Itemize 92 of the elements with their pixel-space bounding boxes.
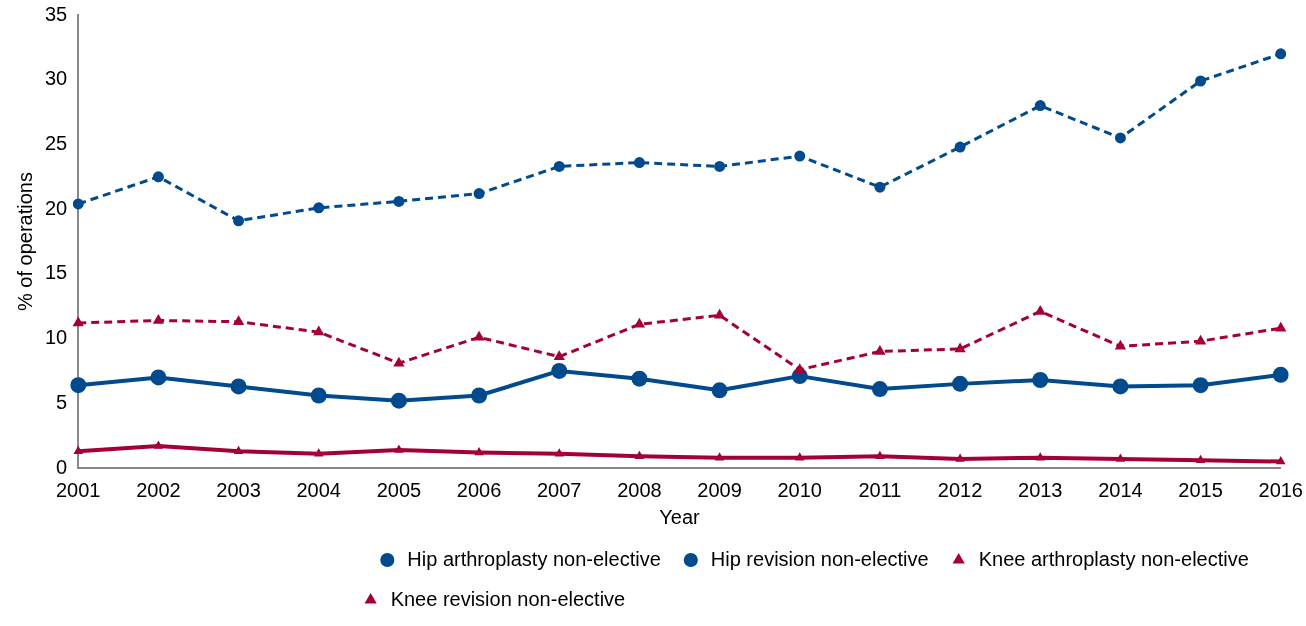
x-tick-label: 2015 — [1178, 478, 1223, 501]
x-tick-label: 2007 — [537, 478, 582, 501]
point — [233, 445, 244, 454]
y-tick-label: 25 — [45, 131, 68, 154]
point — [794, 363, 806, 373]
y-axis-title: % of operations — [13, 172, 36, 311]
point — [310, 387, 327, 404]
x-tick-label: 2011 — [858, 478, 902, 501]
point — [393, 195, 405, 207]
point — [150, 369, 167, 386]
x-tick-label: 2016 — [1258, 478, 1303, 501]
point — [1272, 366, 1289, 383]
y-tick-label: 0 — [56, 455, 68, 478]
point — [553, 350, 565, 360]
point — [233, 215, 245, 227]
point — [1032, 371, 1049, 388]
point — [711, 382, 728, 399]
point — [553, 160, 565, 172]
y-tick-label: 15 — [45, 261, 68, 284]
x-tick-label: 2010 — [777, 478, 822, 501]
x-tick-label: 2009 — [697, 478, 742, 501]
point — [631, 370, 648, 387]
point — [551, 362, 568, 379]
point — [1275, 48, 1287, 60]
legend-label: Hip revision non-elective — [710, 547, 929, 570]
point — [954, 342, 966, 353]
point — [153, 440, 164, 449]
point — [794, 150, 806, 162]
point — [1115, 453, 1126, 462]
y-tick-label: 5 — [56, 390, 68, 413]
point — [1114, 339, 1127, 350]
point — [875, 450, 885, 460]
point — [874, 181, 886, 193]
point — [232, 315, 245, 325]
point — [1275, 456, 1286, 465]
point — [394, 444, 404, 453]
point — [313, 202, 325, 214]
x-tick-label: 2008 — [617, 478, 662, 501]
point — [1114, 132, 1126, 144]
point — [1112, 378, 1129, 395]
point — [313, 448, 324, 457]
x-tick-label: 2001 — [56, 478, 101, 501]
point — [1195, 454, 1206, 463]
point — [1195, 75, 1207, 87]
point — [313, 325, 325, 336]
point — [633, 317, 646, 328]
point — [633, 157, 645, 169]
point — [1192, 377, 1209, 394]
point — [634, 450, 645, 460]
x-tick-label: 2012 — [937, 478, 983, 501]
x-tick-label: 2014 — [1098, 478, 1143, 501]
x-tick-label: 2003 — [216, 478, 261, 501]
point — [714, 452, 725, 461]
x-tick-label: 2004 — [296, 478, 341, 501]
x-tick-label: 2006 — [456, 478, 502, 501]
point — [474, 446, 484, 456]
point — [70, 377, 87, 394]
x-tick-label: 2005 — [376, 478, 422, 501]
x-tick-label: 2002 — [136, 478, 181, 501]
y-tick-label: 20 — [45, 196, 68, 219]
legend-label: Knee revision non-elective — [390, 587, 626, 610]
point — [1034, 100, 1046, 112]
point — [954, 141, 966, 153]
y-tick-label: 10 — [45, 326, 68, 349]
point — [473, 188, 485, 200]
point — [1275, 321, 1287, 332]
point — [714, 160, 726, 172]
point — [152, 171, 164, 183]
point — [1035, 452, 1046, 461]
point — [473, 330, 485, 341]
point — [952, 375, 969, 392]
point — [554, 448, 565, 457]
point — [1194, 334, 1207, 345]
point — [713, 308, 726, 319]
point — [471, 387, 488, 404]
point — [955, 453, 965, 462]
point — [393, 356, 405, 367]
x-axis-title: Year — [659, 505, 701, 528]
point — [390, 392, 407, 409]
point — [72, 316, 84, 327]
point — [72, 198, 84, 210]
point — [794, 452, 805, 461]
point — [871, 381, 888, 398]
point — [73, 445, 84, 454]
point — [152, 313, 165, 324]
legend-label: Hip arthroplasty non-elective — [407, 547, 661, 570]
y-tick-label: 30 — [45, 67, 68, 90]
x-tick-label: 2013 — [1018, 478, 1063, 501]
point — [230, 378, 247, 395]
point — [874, 345, 886, 355]
legend-label: Knee arthroplasty non-elective — [978, 547, 1249, 570]
y-tick-label: 35 — [45, 2, 68, 25]
